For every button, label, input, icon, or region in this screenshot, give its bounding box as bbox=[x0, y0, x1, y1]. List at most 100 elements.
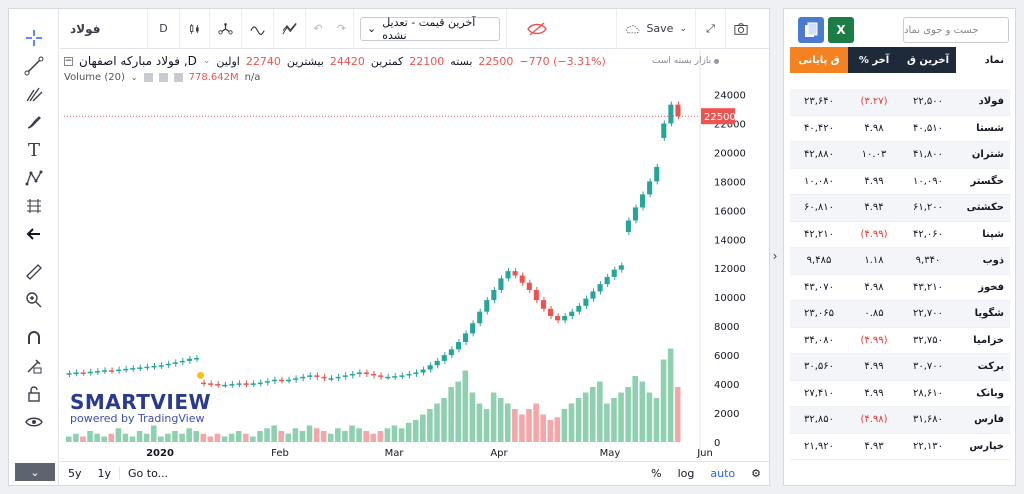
watchlist-row[interactable]: ۲۳,۶۴۰ (۳.۲۷) ۲۲,۵۰۰ فولاد bbox=[790, 89, 1010, 116]
candle bbox=[406, 373, 412, 376]
candle bbox=[80, 372, 86, 374]
header-pct[interactable]: % آخر bbox=[848, 47, 900, 73]
candle bbox=[463, 333, 469, 343]
price-type-select[interactable]: ⌄ آخرین قیمت - تعدیل نشده bbox=[360, 16, 500, 42]
fullscreen-icon[interactable]: ⤢ bbox=[696, 8, 726, 49]
pitchfork-icon[interactable] bbox=[23, 83, 45, 105]
prediction-icon[interactable] bbox=[23, 195, 45, 217]
watchlist-row[interactable]: ۴۰,۴۲۰ ۴.۹۸ ۴۰,۵۱۰ شستا bbox=[790, 116, 1010, 142]
redo-icon[interactable]: ↷ bbox=[330, 8, 354, 49]
range-5y-button[interactable]: 5y bbox=[68, 467, 82, 480]
row-close-price: ۴۲,۸۸۰ bbox=[803, 149, 835, 161]
candle bbox=[321, 376, 327, 379]
row-symbol: خگستر bbox=[970, 175, 1004, 187]
lock-drawing-icon[interactable] bbox=[23, 355, 45, 377]
watchlist-header: ق پایانی % آخر آخرین ق نماد bbox=[790, 47, 1010, 73]
volume-bar bbox=[434, 403, 440, 442]
row-symbol: شستا bbox=[976, 122, 1004, 134]
brush-icon[interactable] bbox=[23, 111, 45, 133]
volume-bar bbox=[136, 431, 143, 442]
header-symbol[interactable]: نماد bbox=[984, 54, 1004, 66]
text-tool-icon[interactable]: T bbox=[27, 139, 40, 161]
camera-icon[interactable] bbox=[726, 9, 756, 49]
price-chart[interactable]: 2400022000200001800016000140001200010000… bbox=[60, 50, 864, 460]
excel-export-icon[interactable]: X bbox=[828, 17, 854, 43]
copy-icon[interactable] bbox=[798, 17, 824, 43]
watchlist-row[interactable]: ۱۰,۰۸۰ ۴.۹۹ ۱۰,۰۹۰ خگستر bbox=[790, 169, 1010, 195]
candle bbox=[285, 379, 292, 382]
row-last-price: ۲۲,۱۳۰ bbox=[912, 440, 944, 452]
volume-bar bbox=[108, 433, 115, 442]
watchlist-row[interactable]: ۲۳,۰۶۵ ۰.۸۵ ۲۲,۷۰۰ شگویا bbox=[790, 301, 1010, 328]
ruler-icon[interactable] bbox=[23, 261, 45, 283]
chart-pane[interactable]: 24000 22000 20000 18000 16000 14000 12000 10000… bbox=[60, 50, 864, 460]
volume-bar bbox=[158, 436, 164, 442]
eye-icon[interactable] bbox=[23, 411, 45, 433]
volume-settings-icon[interactable] bbox=[143, 73, 153, 82]
volume-close-icon[interactable] bbox=[173, 73, 183, 82]
watchlist-row[interactable]: ۳۴,۰۸۰ (۴.۹۹) ۳۲,۷۵۰ خزامیا bbox=[790, 328, 1010, 354]
price-tick-label: 0 bbox=[714, 438, 720, 449]
watchlist-row[interactable]: ۲۱,۹۲۰ ۴.۹۳ ۲۲,۱۳۰ خپارس bbox=[790, 434, 1010, 460]
main-legend: − فولاد مبارکه اصفهان ,D ⌄ اولین 22740 ب… bbox=[64, 54, 606, 68]
candle bbox=[363, 372, 369, 374]
save-button[interactable]: Save ⌄ bbox=[616, 8, 696, 49]
legend-collapse-icon[interactable]: − bbox=[64, 56, 73, 66]
chevron-down-icon: ⌄ bbox=[202, 56, 211, 66]
pattern-icon[interactable] bbox=[23, 167, 45, 189]
row-close-price: ۴۳,۰۷۰ bbox=[803, 281, 835, 293]
candle bbox=[505, 271, 511, 279]
watchlist-row[interactable]: ۳۰,۵۶۰ ۴.۹۹ ۳۰,۷۰۰ برکت bbox=[790, 354, 1010, 381]
cloud-icon bbox=[626, 24, 640, 33]
volume-hide-icon[interactable] bbox=[158, 73, 168, 82]
collapse-toolbar-button[interactable]: ⌄ bbox=[15, 463, 55, 481]
lock-icon[interactable] bbox=[23, 383, 45, 405]
candle bbox=[448, 349, 454, 356]
volume-bar bbox=[335, 428, 341, 442]
candle bbox=[675, 104, 681, 117]
volume-bar bbox=[129, 436, 136, 442]
volume-bar bbox=[235, 431, 242, 442]
gear-icon[interactable]: ⚙ bbox=[751, 467, 761, 480]
volume-bar bbox=[292, 428, 299, 442]
volume-bar bbox=[94, 433, 100, 442]
compare-button[interactable] bbox=[210, 8, 242, 49]
undo-icon[interactable]: ↶ bbox=[313, 22, 323, 35]
zoom-in-icon[interactable] bbox=[23, 289, 45, 311]
row-pct-change: (۴.۹۹) bbox=[860, 228, 888, 240]
watchlist-row[interactable]: ۴۲,۲۱۰ (۴.۹۹) ۴۲,۰۶۰ شپنا bbox=[790, 222, 1010, 248]
watermark-title: SMARTVIEW bbox=[70, 390, 212, 414]
back-arrow-icon[interactable] bbox=[23, 223, 45, 245]
hide-drawings-button[interactable] bbox=[506, 8, 566, 49]
row-pct-change: (۳.۲۷) bbox=[860, 96, 888, 108]
watchlist-row[interactable]: ۴۳,۰۷۰ ۴.۹۸ ۴۳,۲۱۰ فخوز bbox=[790, 275, 1010, 301]
header-close[interactable]: ق پایانی bbox=[790, 47, 848, 73]
magnet-icon[interactable] bbox=[23, 327, 45, 349]
auto-toggle[interactable]: auto bbox=[710, 467, 736, 480]
templates-button[interactable] bbox=[274, 8, 306, 49]
dividend-marker[interactable] bbox=[197, 371, 205, 379]
watchlist-row[interactable]: ۴۲,۸۸۰ ۱۰.۰۳ ۴۱,۸۰۰ شتران bbox=[790, 142, 1010, 169]
watchlist-row[interactable]: ۶۰,۸۱۰ ۴.۹۴ ۶۱,۲۰۰ حکشتی bbox=[790, 195, 1010, 222]
symbol-search-input[interactable]: جست و جوی نماد bbox=[903, 17, 1009, 43]
interval-button[interactable]: D bbox=[148, 8, 180, 49]
indicators-button[interactable] bbox=[242, 8, 274, 49]
log-toggle[interactable]: log bbox=[677, 467, 695, 480]
header-last[interactable]: آخرین ق bbox=[900, 47, 956, 73]
watchlist-row[interactable]: ۹,۴۸۵ ۱.۱۸ ۹,۳۴۰ ذوب bbox=[790, 248, 1010, 275]
volume-bar bbox=[278, 431, 284, 442]
crosshair-icon[interactable] bbox=[23, 27, 45, 49]
percent-toggle[interactable]: % bbox=[651, 467, 662, 480]
chevron-right-icon[interactable]: › bbox=[772, 249, 778, 263]
volume-bar bbox=[462, 370, 469, 442]
range-1y-button[interactable]: 1y bbox=[97, 467, 112, 480]
watchlist-row[interactable]: ۳۲,۸۵۰ (۴.۹۸) ۳۱,۶۸۰ فارس bbox=[790, 407, 1010, 434]
watchlist-row[interactable]: ۲۷,۴۱۰ ۴.۹۹ ۲۸,۶۱۰ وبانک bbox=[790, 381, 1010, 407]
volume-bar bbox=[122, 433, 129, 442]
price-tick-label: 16000 bbox=[714, 206, 746, 217]
volume-bar bbox=[342, 431, 348, 442]
symbol-search[interactable]: فولاد bbox=[60, 8, 148, 49]
candle-type-button[interactable] bbox=[180, 8, 210, 49]
trend-line-icon[interactable] bbox=[23, 55, 45, 77]
goto-button[interactable]: Go to... bbox=[119, 467, 176, 480]
